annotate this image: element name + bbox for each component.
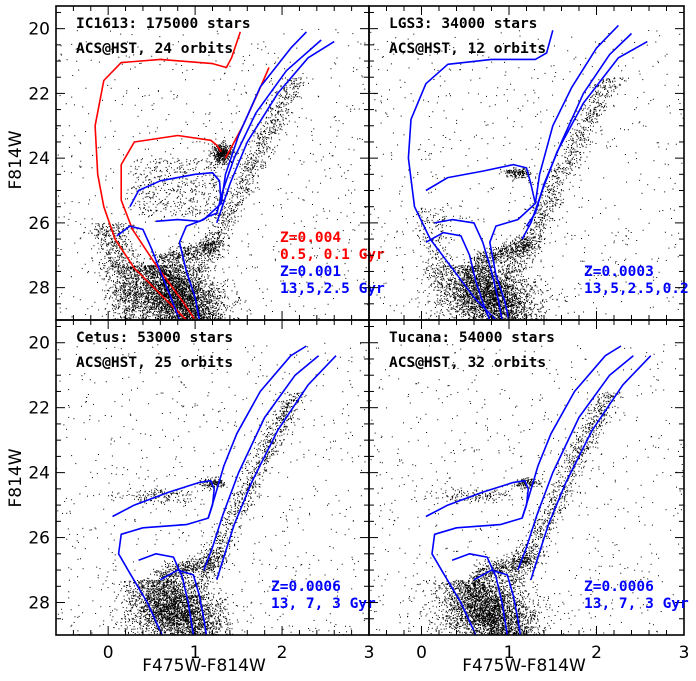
isochrone-blue-2: [451, 553, 509, 635]
y-axis-label-top: F814W: [6, 130, 26, 189]
legend-entry: 13, 7, 3 Gyr: [271, 596, 376, 612]
isochrone-blue-6: [116, 225, 181, 320]
panel-title: Cetus: 53000 stars: [76, 330, 233, 346]
isochrone-blue-1: [521, 345, 622, 519]
y-tick-label: 22: [28, 399, 50, 419]
isochrone-blue-4: [220, 31, 307, 204]
isochrone-blue-6: [521, 40, 648, 240]
x-tick-label: 0: [416, 643, 427, 663]
y-tick-label: 24: [28, 464, 50, 484]
panel-title: Tucana: 54000 stars: [389, 330, 555, 346]
x-axis-label-right: F475W-F814W: [462, 656, 586, 676]
x-tick-label: 1: [504, 643, 515, 663]
isochrone-blue-5: [425, 231, 491, 320]
legend-entry: 13,5,2.5,0.2 Gyr: [584, 281, 696, 297]
panel-ic1613: 20 22 24 26 28 IC1613: 175000 stars ACS@HST, 2…: [28, 5, 385, 321]
isochrone-red-0: [94, 31, 242, 320]
y-tick-label: 20: [28, 20, 50, 40]
ticks: [55, 320, 370, 636]
x-tick-label: 0: [103, 643, 114, 663]
isochrone-blue-4: [159, 569, 208, 635]
panel-subtitle: ACS@HST, 12 orbits: [389, 41, 546, 57]
isochrone-blue-3: [434, 218, 503, 320]
panel-title: LGS3: 34000 stars: [389, 16, 537, 32]
isochrone-blue-7: [216, 40, 335, 224]
legend-entry: Z=0.0006: [271, 579, 341, 595]
y-tick-label: 20: [28, 334, 50, 354]
ticks: [368, 6, 685, 321]
legend-entry: Z=0.0006: [584, 579, 654, 595]
isochrone-blue-3: [517, 355, 634, 571]
legend-entry: 0.5, 0.1 Gyr: [280, 247, 385, 263]
legend-entry: Z=0.004: [280, 230, 341, 246]
x-tick-label: 3: [679, 643, 690, 663]
x-tick-label: 2: [277, 643, 288, 663]
legend-entry: 13, 7, 3 Gyr: [584, 596, 689, 612]
panel-cetus: 20 22 24 26 28 0 1 2 3 Cetus: 53000 stars ACS@HST,…: [28, 319, 376, 663]
star-points: [56, 342, 369, 635]
isochrone-blue-0: [407, 30, 554, 320]
legend-entry: 13,5,2.5 Gyr: [280, 281, 385, 297]
star-points: [369, 30, 684, 320]
panel-tucana: 0 1 2 3 Tucana: 54000 stars ACS@HST, 32 orbit…: [368, 319, 690, 663]
panel-subtitle: ACS@HST, 24 orbits: [76, 41, 233, 57]
isochrone-blue-2: [138, 553, 195, 635]
panel-title: IC1613: 175000 stars: [76, 16, 251, 32]
legend-entry: Z=0.0003: [584, 264, 654, 280]
x-tick-label: 2: [591, 643, 602, 663]
y-tick-label: 24: [28, 149, 50, 169]
y-tick-label: 28: [28, 279, 50, 299]
isochrone-blue-5: [530, 355, 652, 581]
y-tick-label: 26: [28, 214, 50, 234]
y-axis-label-bottom: F814W: [6, 448, 26, 507]
y-tick-label: 22: [28, 84, 50, 104]
star-points: [56, 28, 369, 320]
y-tick-label: 28: [28, 594, 50, 614]
panel-subtitle: ACS@HST, 32 orbits: [389, 355, 546, 371]
isochrone-blue-5: [216, 355, 337, 581]
isochrone-blue-3: [203, 355, 320, 571]
panel-lgs3: LGS3: 34000 stars ACS@HST, 12 orbits Z=0.0…: [368, 5, 696, 321]
isochrone-blue-4: [473, 569, 522, 635]
x-axis-label-left: F475W-F814W: [142, 656, 266, 676]
x-tick-label: 1: [190, 643, 201, 663]
ticks: [368, 320, 685, 636]
panel-subtitle: ACS@HST, 25 orbits: [76, 355, 233, 371]
x-tick-label: 3: [364, 643, 375, 663]
isochrone-blue-5: [155, 39, 322, 223]
isochrone-red-2: [224, 67, 270, 159]
y-tick-label: 26: [28, 529, 50, 549]
isochrone-blue-1: [207, 345, 307, 519]
isochrone-blue-2: [534, 24, 619, 204]
legend-entry: Z=0.001: [280, 264, 341, 280]
isochrone-red-1: [120, 134, 222, 320]
